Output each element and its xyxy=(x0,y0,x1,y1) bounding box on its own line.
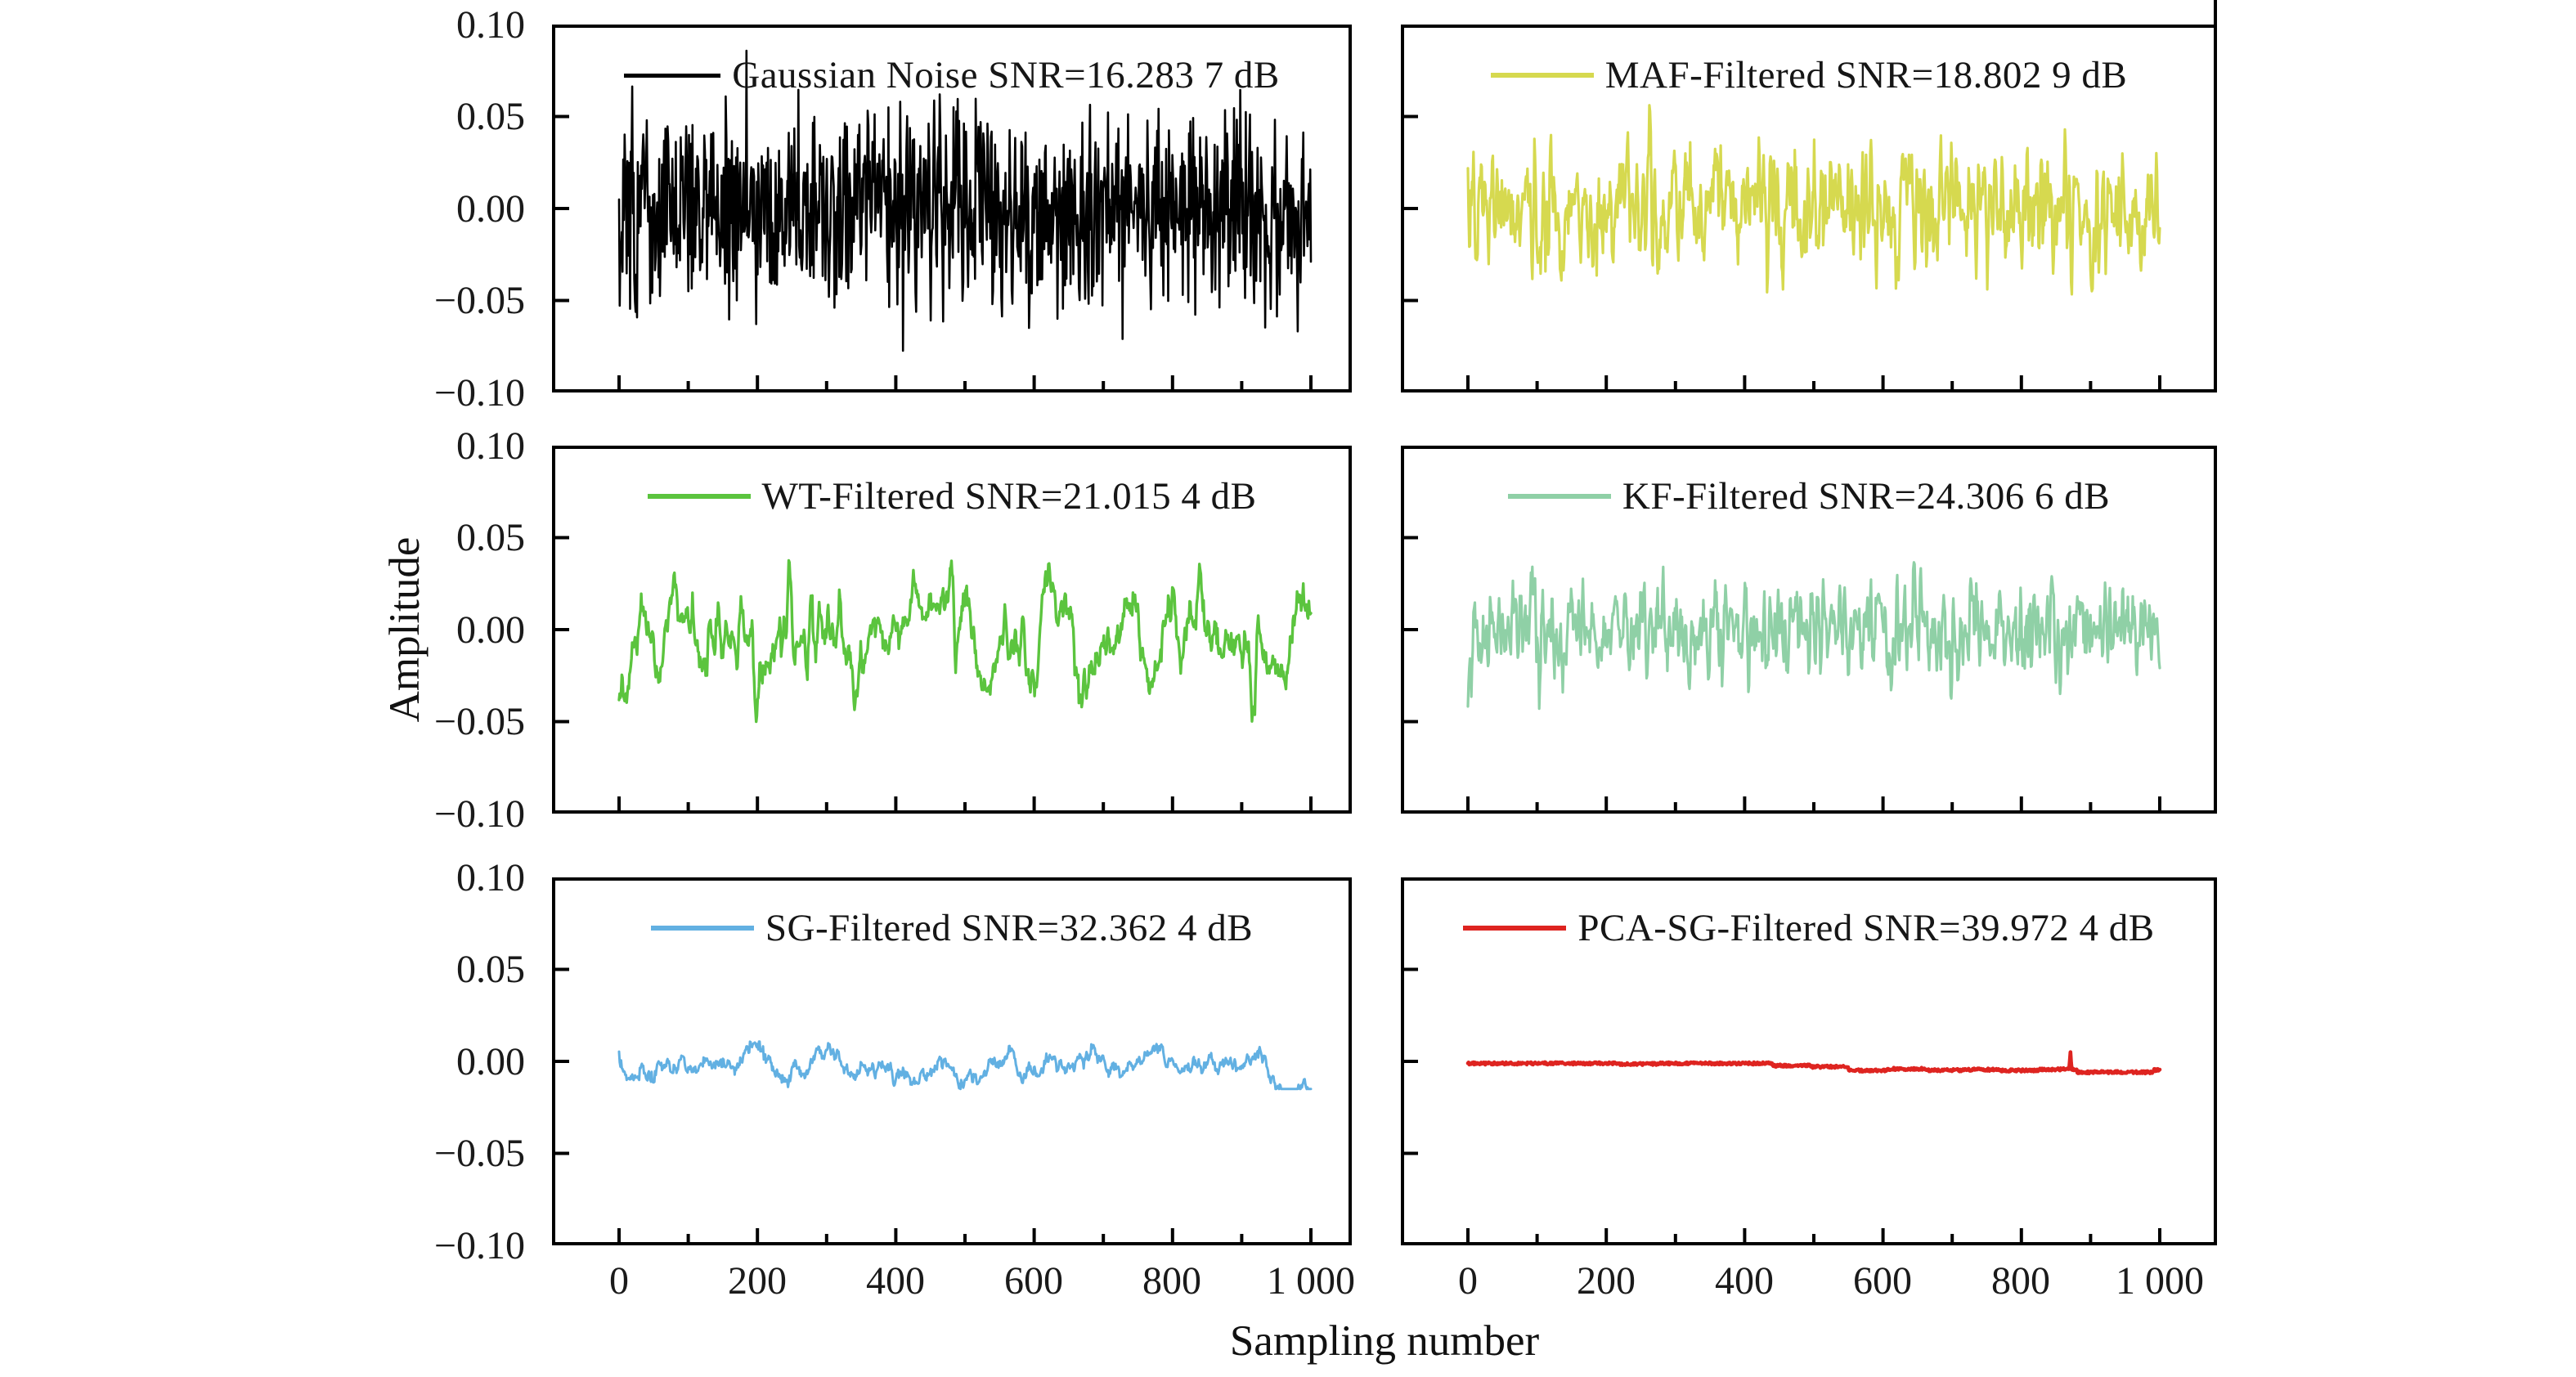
legend-label-gaussian-noise: Gaussian Noise SNR=16.283 7 dB xyxy=(732,54,1280,96)
xtick-label: 600 xyxy=(1004,1259,1063,1303)
xtick-label: 400 xyxy=(1715,1259,1774,1303)
x-axis-label: Sampling number xyxy=(1229,1317,1540,1365)
legend-label-sg-filtered: SG-Filtered SNR=32.362 4 dB xyxy=(765,907,1254,949)
ytick-label: −0.10 xyxy=(433,1224,525,1267)
legend-line-maf-filtered xyxy=(1490,73,1594,78)
legend-label-pca-sg-filtered: PCA-SG-Filtered SNR=39.972 4 dB xyxy=(1577,907,2155,949)
ytick-label: −0.10 xyxy=(433,371,525,415)
panel-kf-filtered: KF-Filtered SNR=24.306 6 dB xyxy=(1401,446,2217,814)
ytick-label: 0.05 xyxy=(456,948,525,991)
xtick-label: 1 000 xyxy=(1267,1259,1355,1303)
xtick-label: 1 000 xyxy=(2116,1259,2204,1303)
legend-pca-sg-filtered: PCA-SG-Filtered SNR=39.972 4 dB xyxy=(1401,904,2217,953)
ytick-label: −0.05 xyxy=(433,1132,525,1175)
panel-pca-sg-filtered: PCA-SG-Filtered SNR=39.972 4 dB xyxy=(1401,877,2217,1245)
ytick-label: −0.05 xyxy=(433,279,525,322)
ytick-label: 0.10 xyxy=(456,3,525,47)
legend-line-pca-sg-filtered xyxy=(1463,926,1567,931)
waveform-kf-filtered xyxy=(1401,446,2217,814)
legend-label-wt-filtered: WT-Filtered SNR=21.015 4 dB xyxy=(761,475,1257,518)
ytick-label: 0.10 xyxy=(456,424,525,468)
panel-maf-filtered: MAF-Filtered SNR=18.802 9 dB xyxy=(1401,25,2217,392)
xtick-label: 200 xyxy=(1577,1259,1636,1303)
ytick-label: 0.10 xyxy=(456,856,525,899)
ytick-label: 0.00 xyxy=(456,187,525,231)
xtick-label: 800 xyxy=(1142,1259,1201,1303)
ytick-label: −0.05 xyxy=(433,700,525,743)
legend-label-kf-filtered: KF-Filtered SNR=24.306 6 dB xyxy=(1622,475,2111,518)
xtick-label: 600 xyxy=(1853,1259,1912,1303)
xtick-label: 0 xyxy=(1458,1259,1478,1303)
legend-line-wt-filtered xyxy=(647,494,751,499)
legend-label-maf-filtered: MAF-Filtered SNR=18.802 9 dB xyxy=(1604,54,2128,96)
panel-wt-filtered: WT-Filtered SNR=21.015 4 dB xyxy=(552,446,1352,814)
waveform-maf-filtered xyxy=(1401,25,2217,392)
ytick-label: −0.10 xyxy=(433,792,525,836)
legend-kf-filtered: KF-Filtered SNR=24.306 6 dB xyxy=(1401,472,2217,521)
legend-sg-filtered: SG-Filtered SNR=32.362 4 dB xyxy=(552,904,1352,953)
xtick-label: 0 xyxy=(609,1259,629,1303)
legend-gaussian-noise: Gaussian Noise SNR=16.283 7 dB xyxy=(552,51,1352,100)
waveform-gaussian-noise xyxy=(552,25,1352,392)
panel-sg-filtered: SG-Filtered SNR=32.362 4 dB xyxy=(552,877,1352,1245)
waveform-pca-sg-filtered xyxy=(1401,877,2217,1245)
legend-line-gaussian-noise xyxy=(624,73,721,78)
ytick-label: 0.00 xyxy=(456,1040,525,1083)
waveform-wt-filtered xyxy=(552,446,1352,814)
legend-maf-filtered: MAF-Filtered SNR=18.802 9 dB xyxy=(1401,51,2217,100)
xtick-label: 200 xyxy=(728,1259,787,1303)
ytick-label: 0.05 xyxy=(456,95,525,138)
ytick-label: 0.05 xyxy=(456,516,525,559)
top-right-spine-extension xyxy=(2214,0,2217,28)
xtick-label: 400 xyxy=(866,1259,925,1303)
legend-wt-filtered: WT-Filtered SNR=21.015 4 dB xyxy=(552,472,1352,521)
legend-line-kf-filtered xyxy=(1507,494,1611,499)
ytick-label: 0.00 xyxy=(456,608,525,652)
panel-gaussian-noise: Gaussian Noise SNR=16.283 7 dB xyxy=(552,25,1352,392)
xtick-label: 800 xyxy=(1991,1259,2050,1303)
legend-line-sg-filtered xyxy=(650,926,754,931)
waveform-sg-filtered xyxy=(552,877,1352,1245)
